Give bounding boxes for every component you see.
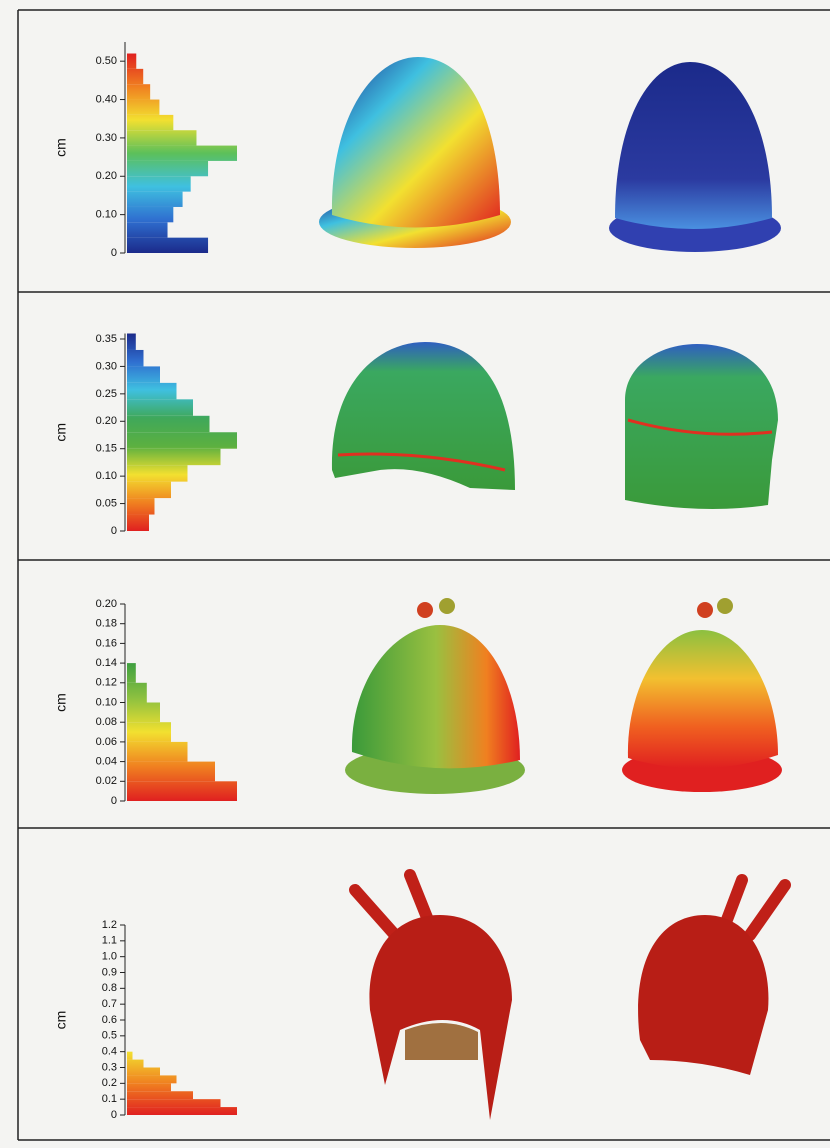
- histogram-bar: [127, 1107, 237, 1115]
- histogram-bar: [127, 449, 221, 465]
- y-tick-label: 0.1: [102, 1093, 117, 1105]
- y-tick-label: 0.30: [96, 360, 117, 372]
- y-tick-label: 0.40: [96, 93, 117, 105]
- y-tick-label: 0.02: [96, 775, 117, 787]
- histogram-bar: [127, 1091, 193, 1099]
- y-tick-label: 0.5: [102, 1030, 117, 1042]
- histogram-bar: [127, 1060, 144, 1068]
- y-tick-label: 0.18: [96, 618, 117, 630]
- histogram-bar: [127, 207, 173, 222]
- histogram-bar: [127, 498, 155, 514]
- y-tick-label: 0.04: [96, 756, 117, 768]
- histogram-bar: [127, 1075, 177, 1083]
- y-tick-label: 1.1: [102, 935, 117, 947]
- y-tick-label: 0.05: [96, 497, 117, 509]
- histogram-bar: [127, 432, 237, 448]
- y-tick-label: 0.2: [102, 1077, 117, 1089]
- y-tick-label: 0.20: [96, 415, 117, 427]
- y-tick-label: 0.10: [96, 470, 117, 482]
- histogram-bar: [127, 742, 188, 762]
- y-tick-label: 1.2: [102, 919, 117, 931]
- histogram-bar: [127, 115, 173, 130]
- histogram-bar: [127, 465, 188, 481]
- y-tick-label: 0.06: [96, 736, 117, 748]
- y-tick-label: 0.50: [96, 55, 117, 67]
- histogram-bar: [127, 192, 183, 207]
- histogram-bar: [127, 350, 144, 366]
- histogram-bar: [127, 176, 191, 191]
- y-tick-label: 0.08: [96, 716, 117, 728]
- histogram-bar: [127, 84, 150, 99]
- y-tick-label: 0: [111, 795, 117, 807]
- y-tick-label: 0.10: [96, 209, 117, 221]
- y-tick-label: 0: [111, 1109, 117, 1121]
- histogram-bar: [127, 100, 159, 115]
- histogram-bar: [127, 722, 171, 742]
- y-tick-label: 1.0: [102, 951, 117, 963]
- y-tick-label: 0.7: [102, 998, 117, 1010]
- y-tick-label: 0.20: [96, 170, 117, 182]
- y-tick-label: 0.15: [96, 443, 117, 455]
- y-tick-label: 0: [111, 247, 117, 259]
- histogram-bar: [127, 366, 160, 382]
- histogram-bar: [127, 416, 210, 432]
- y-tick-label: 0: [111, 525, 117, 537]
- y-axis-label: cm: [53, 1011, 69, 1030]
- y-axis-label: cm: [53, 693, 69, 712]
- histogram-bar: [127, 762, 215, 782]
- histogram-bar: [127, 482, 171, 498]
- y-tick-label: 0.16: [96, 637, 117, 649]
- y-tick-label: 0.14: [96, 657, 117, 669]
- histogram-bar: [127, 781, 237, 801]
- histogram-bar: [127, 130, 196, 145]
- y-axis-label: cm: [53, 423, 69, 442]
- histogram-bar: [127, 383, 177, 399]
- histogram-bar: [127, 1099, 221, 1107]
- histogram-bar: [127, 69, 143, 84]
- histogram-bar: [127, 334, 136, 350]
- histogram-bar: [127, 703, 160, 723]
- histogram-bar: [127, 1052, 133, 1060]
- histogram-bar: [127, 1068, 160, 1076]
- y-tick-label: 0.20: [96, 598, 117, 610]
- histogram-bar: [127, 683, 147, 703]
- y-tick-label: 0.3: [102, 1061, 117, 1073]
- y-axis-label: cm: [53, 138, 69, 157]
- histogram-bar: [127, 161, 208, 176]
- histogram-bar: [127, 222, 168, 237]
- y-tick-label: 0.12: [96, 677, 117, 689]
- y-tick-label: 0.30: [96, 132, 117, 144]
- histogram-bar: [127, 515, 149, 531]
- histogram-bar: [127, 399, 193, 415]
- y-tick-label: 0.25: [96, 388, 117, 400]
- histogram-bar: [127, 238, 208, 253]
- y-tick-label: 0.6: [102, 1014, 117, 1026]
- y-tick-label: 0.4: [102, 1046, 117, 1058]
- y-tick-label: 0.10: [96, 696, 117, 708]
- histogram-bar: [127, 146, 237, 161]
- histogram-bar: [127, 663, 136, 683]
- y-tick-label: 0.35: [96, 333, 117, 345]
- histogram-bar: [127, 54, 136, 69]
- y-tick-label: 0.9: [102, 966, 117, 978]
- y-tick-label: 0.8: [102, 982, 117, 994]
- histogram-bar: [127, 1083, 171, 1091]
- figure: 00.100.200.300.400.50cm00.050.100.150.20…: [0, 0, 830, 1143]
